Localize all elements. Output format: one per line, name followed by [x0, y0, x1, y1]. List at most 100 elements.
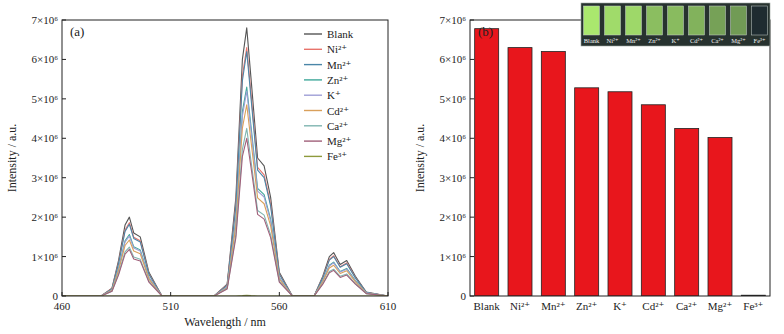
y-tick-label: 0 [461, 290, 467, 302]
legend-label: Cd²⁺ [327, 105, 349, 117]
bar [475, 29, 499, 296]
inset-label: Ni²⁺ [607, 37, 619, 44]
inset-cuvette [626, 6, 642, 35]
legend-label: Ni²⁺ [327, 43, 347, 55]
bar [675, 128, 699, 296]
y-tick [62, 20, 66, 21]
y-tick [470, 20, 474, 21]
x-tick-label: 460 [54, 300, 71, 312]
series-line [62, 91, 388, 296]
inset-cuvette [668, 6, 684, 35]
inset-cuvette [605, 6, 621, 35]
y-tick-label: 7×10⁶ [439, 14, 466, 26]
bar [641, 105, 665, 296]
panel-label: (a) [70, 24, 84, 39]
bar [575, 88, 599, 296]
series-line [62, 28, 388, 296]
bar [708, 137, 732, 296]
x-tick-label: 610 [380, 300, 397, 312]
inset-cuvette [689, 6, 705, 35]
y-tick [62, 177, 66, 178]
y-tick [62, 217, 66, 218]
x-tick [279, 292, 280, 296]
y-tick [470, 59, 474, 60]
x-tick-label: 560 [271, 300, 288, 312]
x-tick-label: Fe³⁺ [743, 300, 763, 312]
y-tick-label: 3×10⁶ [31, 172, 58, 184]
inset-label: Mg²⁺ [731, 37, 745, 44]
inset-label: K⁺ [671, 37, 679, 44]
legend-swatch [304, 64, 322, 65]
y-tick-label: 6×10⁶ [439, 53, 466, 65]
y-tick [470, 98, 474, 99]
inset-photo: Blank Ni²⁺ Mn²⁺ Zn²⁺ K⁺ Cd²⁺ Ca²⁺ Mg²⁺ Fe³⁺ [581, 3, 770, 46]
y-tick-label: 2×10⁶ [31, 211, 58, 223]
y-tick [470, 256, 474, 257]
x-tick-label: Ca²⁺ [676, 300, 698, 312]
inset-label: Blank [584, 37, 600, 44]
inset-label: Cd²⁺ [690, 37, 703, 44]
y-tick [62, 256, 66, 257]
y-tick-label: 5×10⁶ [31, 93, 58, 105]
y-tick-label: 1×10⁶ [439, 251, 466, 263]
x-tick-label: Mg²⁺ [708, 300, 733, 312]
x-tick-label: Blank [474, 300, 501, 312]
x-tick-label: Mn²⁺ [541, 300, 566, 312]
y-tick-label: 4×10⁶ [31, 132, 58, 144]
bars [475, 29, 766, 296]
legend-swatch [304, 125, 322, 126]
y-tick-label: 2×10⁶ [439, 211, 466, 223]
y-tick-label: 5×10⁶ [439, 93, 466, 105]
inset-label: Fe³⁺ [754, 37, 766, 44]
x-axis-label: Wavelength / nm [184, 315, 266, 329]
legend-label: Mn²⁺ [327, 59, 352, 71]
y-tick [62, 98, 66, 99]
inset-background [581, 3, 770, 46]
y-tick-label: 4×10⁶ [439, 132, 466, 144]
legend-swatch [304, 140, 322, 141]
inset-cuvette [647, 6, 663, 35]
y-tick [62, 296, 66, 297]
inset-label: Zn²⁺ [648, 37, 661, 44]
series-line [62, 105, 388, 296]
series-line [62, 48, 388, 296]
y-axis-label: Intensity / a.u. [5, 124, 19, 193]
series-lines [62, 28, 388, 296]
inset-label: Mn²⁺ [626, 37, 640, 44]
legend-swatch [304, 110, 322, 111]
x-tick-label: Zn²⁺ [576, 300, 598, 312]
x-tick-label: Cd²⁺ [642, 300, 664, 312]
y-tick-label: 1×10⁶ [31, 251, 58, 263]
x-tick [388, 292, 389, 296]
y-tick [62, 138, 66, 139]
legend-swatch [304, 156, 322, 157]
legend-label: K⁺ [327, 89, 341, 101]
legend-label: Ca²⁺ [327, 120, 349, 132]
bar-panel: 01×10⁶2×10⁶3×10⁶4×10⁶5×10⁶6×10⁶7×10⁶Inte… [413, 14, 770, 312]
y-tick [62, 59, 66, 60]
y-tick [470, 296, 474, 297]
inset-label: Ca²⁺ [711, 37, 724, 44]
bar [541, 52, 565, 296]
legend-swatch [304, 79, 322, 80]
plot-frame [62, 20, 388, 296]
inset-cuvette [584, 6, 600, 35]
y-tick [470, 138, 474, 139]
series-line [62, 87, 388, 296]
legend-swatch [304, 49, 322, 50]
legend-label: Fe³⁺ [327, 150, 347, 162]
y-tick [470, 217, 474, 218]
x-tick [62, 292, 63, 296]
x-tick-label: K⁺ [613, 300, 627, 312]
legend-label: Zn²⁺ [327, 74, 349, 86]
series-line [62, 128, 388, 296]
y-tick [470, 177, 474, 178]
bar [608, 92, 632, 296]
series-line [62, 138, 388, 296]
y-tick-label: 6×10⁶ [31, 53, 58, 65]
legend-swatch [304, 94, 322, 95]
inset-cuvette [710, 6, 726, 35]
y-axis-label: Intensity / a.u. [413, 124, 427, 193]
bar [508, 48, 532, 296]
line-panel: 01×10⁶2×10⁶3×10⁶4×10⁶5×10⁶6×10⁶7×10⁶Inte… [5, 14, 397, 329]
